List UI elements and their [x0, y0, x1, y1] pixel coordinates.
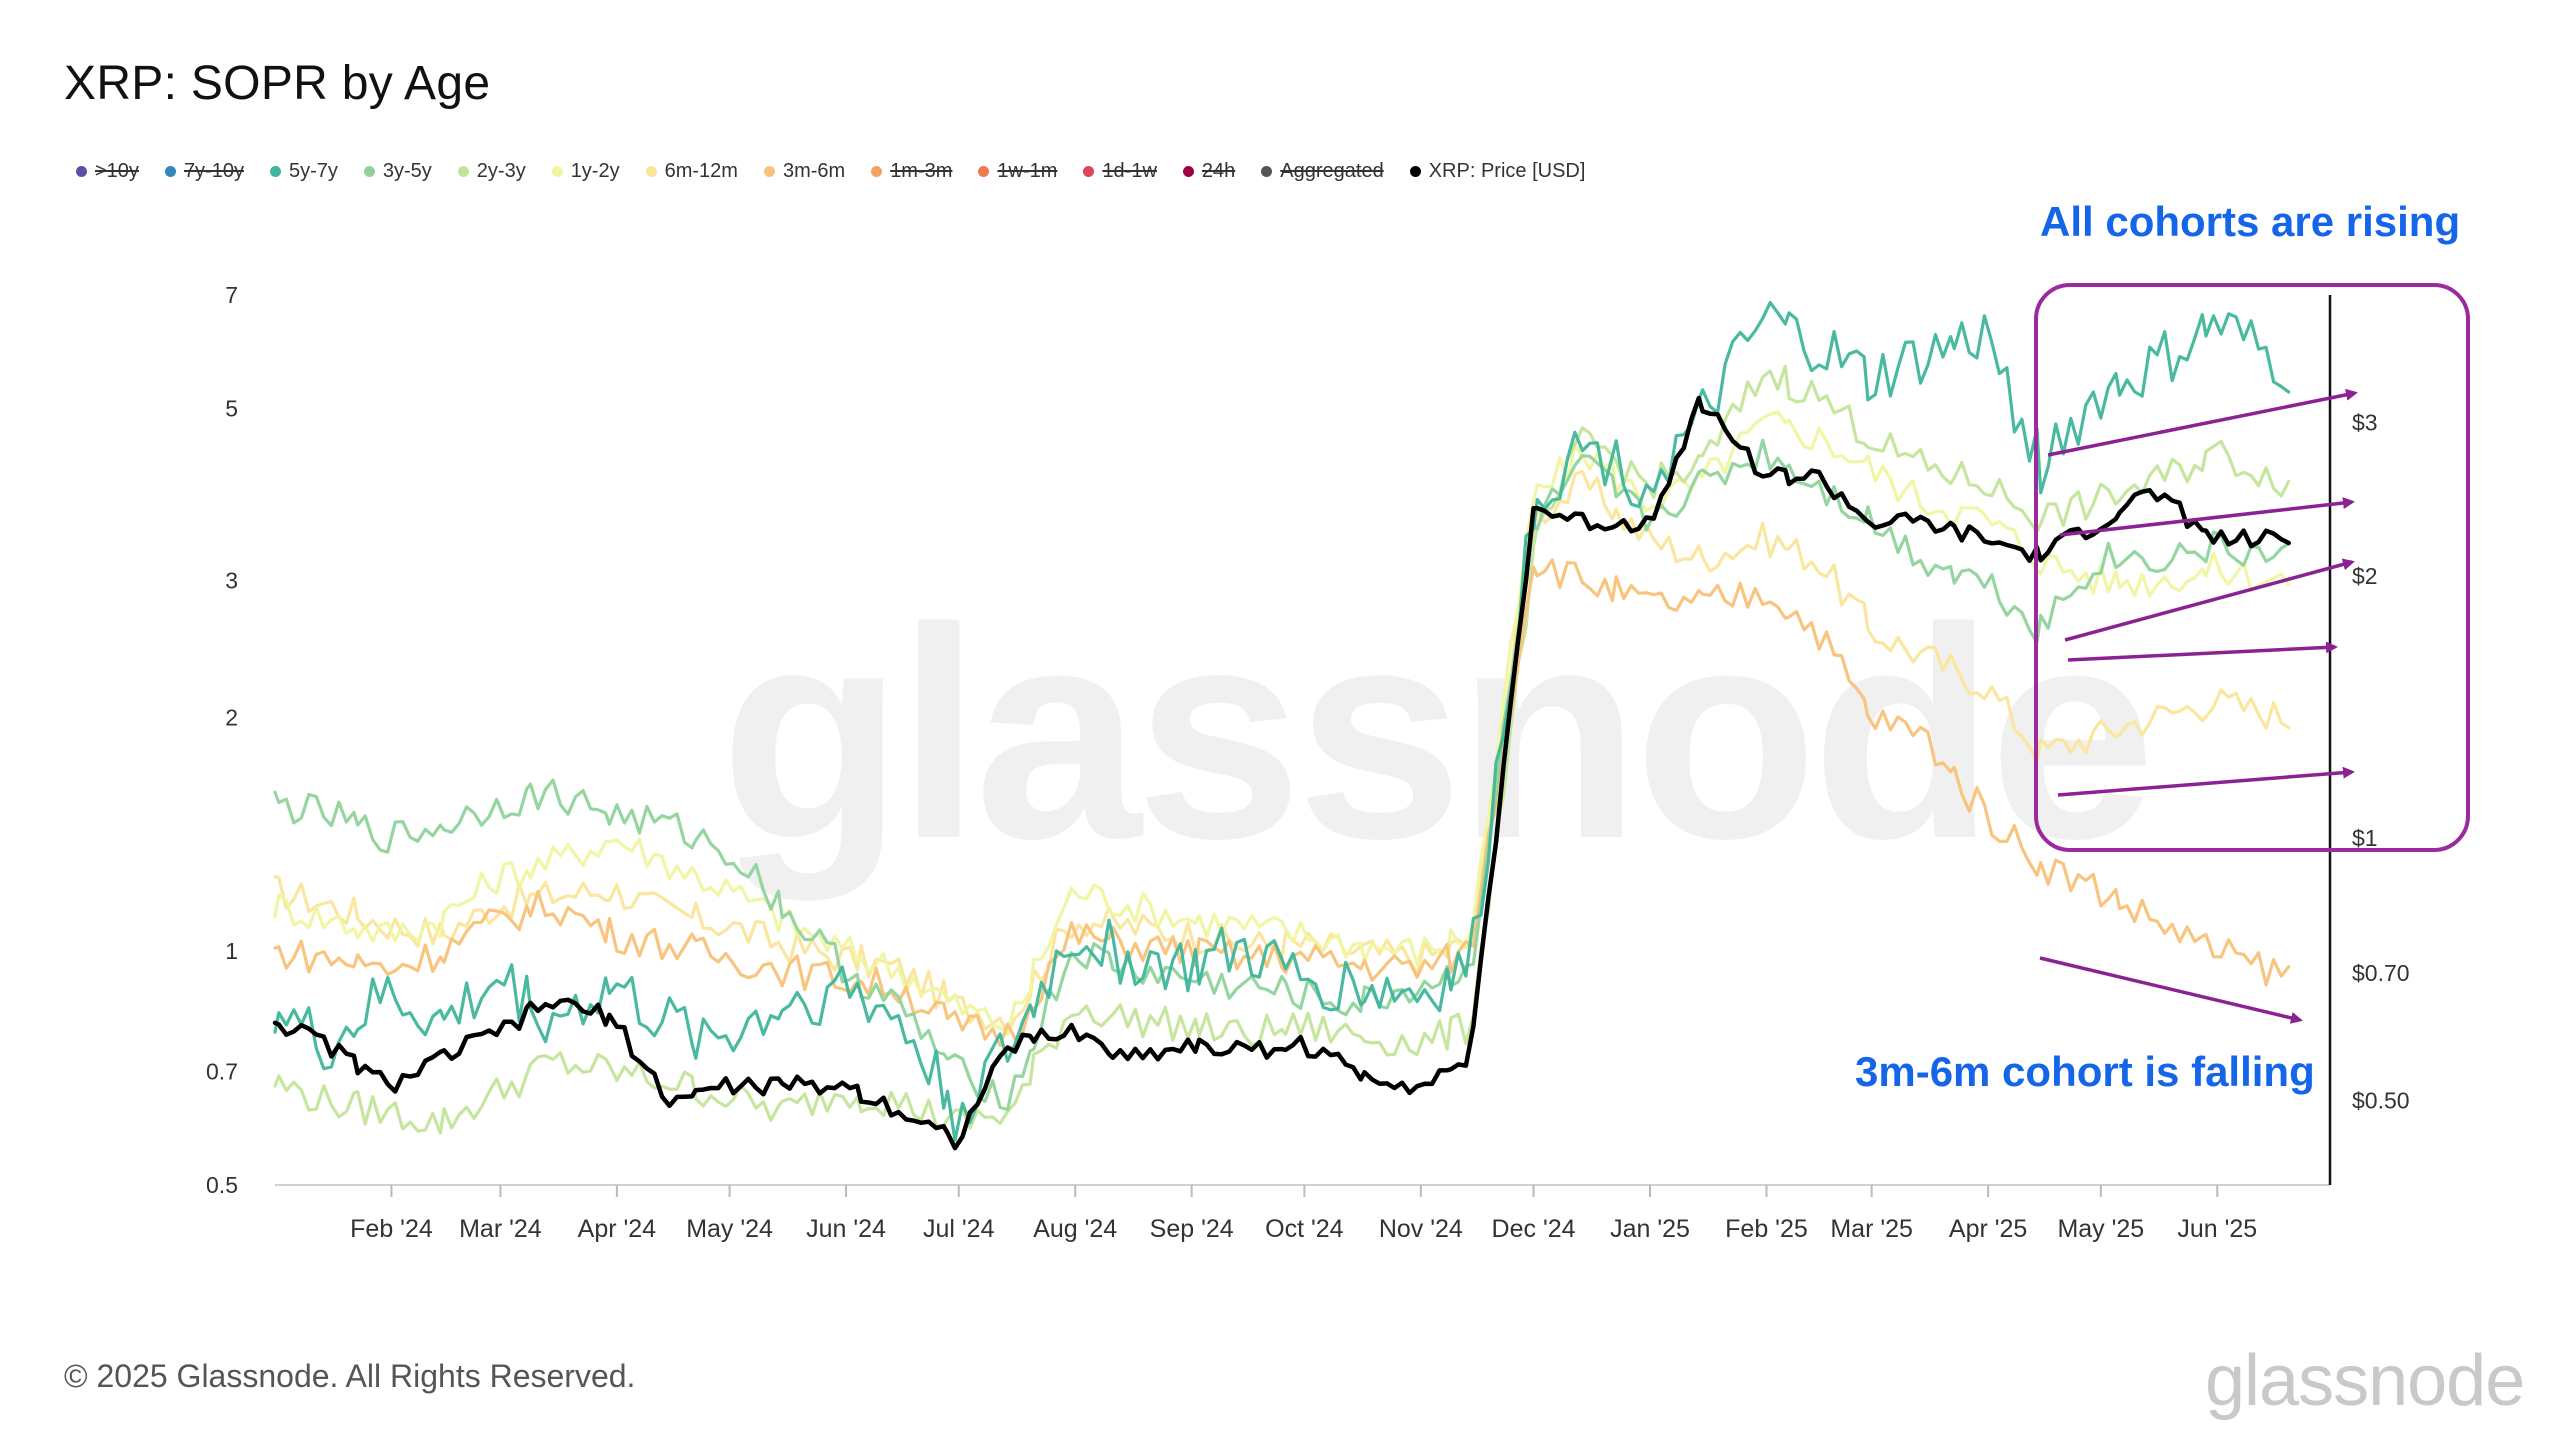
annotation-rising: All cohorts are rising — [2040, 198, 2461, 245]
x-tick-label: Feb '25 — [1725, 1215, 1808, 1243]
x-tick-label: Mar '24 — [459, 1215, 542, 1243]
legend-label: 6m-12m — [664, 160, 738, 182]
legend-item-1y-2y[interactable]: 1y-2y — [551, 160, 620, 183]
x-tick-label: Apr '25 — [1949, 1215, 2027, 1243]
legend-item-3y-5y[interactable]: 3y-5y — [363, 160, 432, 183]
legend-item-aggregated[interactable]: Aggregated — [1261, 160, 1384, 183]
legend-item-10y[interactable]: >10y — [76, 160, 139, 183]
x-tick-label: Jan '25 — [1610, 1215, 1690, 1243]
legend-item-6m-12m[interactable]: 6m-12m — [645, 160, 738, 183]
legend-label: >10y — [95, 160, 139, 182]
legend-label: 7y-10y — [183, 160, 244, 182]
legend-label: 24h — [1201, 160, 1236, 182]
legend-item-24h[interactable]: 24h — [1182, 160, 1236, 183]
copyright-footer: © 2025 Glassnode. All Rights Reserved. — [64, 1358, 636, 1394]
legend-label: 1w-1m — [997, 160, 1058, 182]
legend: >10y 7y-10y 5y-7y 3y-5y 2y-3y 1y-2y 6m-12m 3m-6… — [76, 160, 1585, 183]
legend-item-1d-1w[interactable]: 1d-1w — [1083, 160, 1157, 183]
x-tick-label: Jun '24 — [806, 1215, 886, 1243]
legend-label: 1m-3m — [890, 160, 953, 182]
legend-dot — [164, 166, 176, 177]
y-left-tick-label: 0.7 — [206, 1059, 238, 1085]
legend-dot — [1182, 166, 1194, 177]
y-left-tick-label: 1 — [225, 938, 238, 964]
legend-label: 3y-5y — [382, 160, 432, 182]
x-tick-label: Feb '24 — [350, 1215, 433, 1243]
y-right-tick-label: $1 — [2352, 825, 2378, 851]
x-tick-label: Sep '24 — [1150, 1215, 1234, 1243]
y-right-tick-label: $2 — [2352, 563, 2378, 589]
x-tick-label: Aug '24 — [1033, 1215, 1117, 1243]
legend-item-3m-6m[interactable]: 3m-6m — [763, 160, 846, 183]
legend-item-xrp-price-usd[interactable]: XRP: Price [USD] — [1409, 160, 1586, 183]
x-tick-label: Jun '25 — [2177, 1215, 2257, 1243]
y-left-tick-label: 7 — [225, 282, 238, 308]
y-right-tick-label: $3 — [2352, 409, 2378, 435]
x-tick-label: Jul '24 — [923, 1215, 995, 1243]
legend-label: 2y-3y — [476, 160, 526, 182]
legend-label: XRP: Price [USD] — [1428, 160, 1586, 182]
legend-item-1m-3m[interactable]: 1m-3m — [871, 160, 952, 183]
y-left-tick-label: 2 — [225, 704, 238, 730]
x-tick-label: Nov '24 — [1379, 1215, 1463, 1243]
y-left-tick-label: 0.5 — [206, 1172, 238, 1198]
legend-dot — [363, 166, 375, 177]
y-right-tick-label: $0.50 — [2352, 1088, 2410, 1114]
series-line-3y-5y — [273, 438, 2291, 1112]
series-line-5y-7y — [273, 301, 2291, 1142]
trend-arrow — [2047, 388, 2358, 457]
trend-arrow — [2059, 497, 2355, 537]
legend-dot — [457, 166, 469, 177]
series-line-xrp-price-usd — [272, 395, 2291, 1151]
chart-title: XRP: SOPR by Age — [64, 57, 491, 110]
trend-arrow — [2067, 641, 2338, 662]
x-tick-label: Mar '25 — [1830, 1215, 1913, 1243]
trend-arrow — [2057, 766, 2355, 797]
x-tick-label: Apr '24 — [578, 1215, 657, 1243]
y-left-tick-label: 3 — [225, 568, 238, 594]
legend-dot — [76, 166, 87, 177]
glassnode-logo: glassnode — [2205, 1341, 2525, 1421]
highlight-box — [2034, 283, 2470, 852]
legend-label: Aggregated — [1280, 160, 1384, 182]
legend-label: 1d-1w — [1102, 160, 1157, 182]
legend-dot — [645, 166, 657, 177]
y-right-tick-label: $0.70 — [2352, 960, 2410, 986]
x-tick-label: May '24 — [686, 1215, 773, 1243]
legend-dot — [551, 166, 563, 177]
legend-item-1w-1m[interactable]: 1w-1m — [978, 160, 1057, 183]
legend-item-7y-10y[interactable]: 7y-10y — [164, 160, 244, 183]
legend-label: 3m-6m — [782, 160, 846, 182]
annotation-falling: 3m-6m cohort is falling — [1855, 1048, 2315, 1095]
legend-item-5y-7y[interactable]: 5y-7y — [269, 160, 338, 183]
legend-dot — [871, 166, 883, 177]
x-tick-label: Dec '24 — [1492, 1215, 1576, 1243]
legend-dot — [1261, 166, 1273, 177]
y-left-tick-label: 5 — [225, 395, 238, 421]
series-line-6m-12m — [273, 469, 2291, 1036]
legend-label: 5y-7y — [288, 160, 338, 182]
trend-arrow — [2064, 558, 2355, 642]
x-tick-label: May '25 — [2057, 1215, 2144, 1243]
legend-dot — [978, 166, 990, 177]
series-line-3m-6m — [273, 558, 2291, 1048]
legend-item-2y-3y[interactable]: 2y-3y — [457, 160, 526, 183]
trend-arrow — [2039, 956, 2303, 1024]
legend-label: 1y-2y — [570, 160, 620, 182]
legend-dot — [1409, 166, 1421, 177]
x-tick-label: Oct '24 — [1265, 1215, 1344, 1243]
legend-dot — [763, 166, 775, 177]
series-line-2y-3y — [273, 364, 2291, 1135]
legend-dot — [269, 166, 281, 177]
series-line-1y-2y — [273, 410, 2291, 1035]
legend-dot — [1083, 166, 1095, 177]
